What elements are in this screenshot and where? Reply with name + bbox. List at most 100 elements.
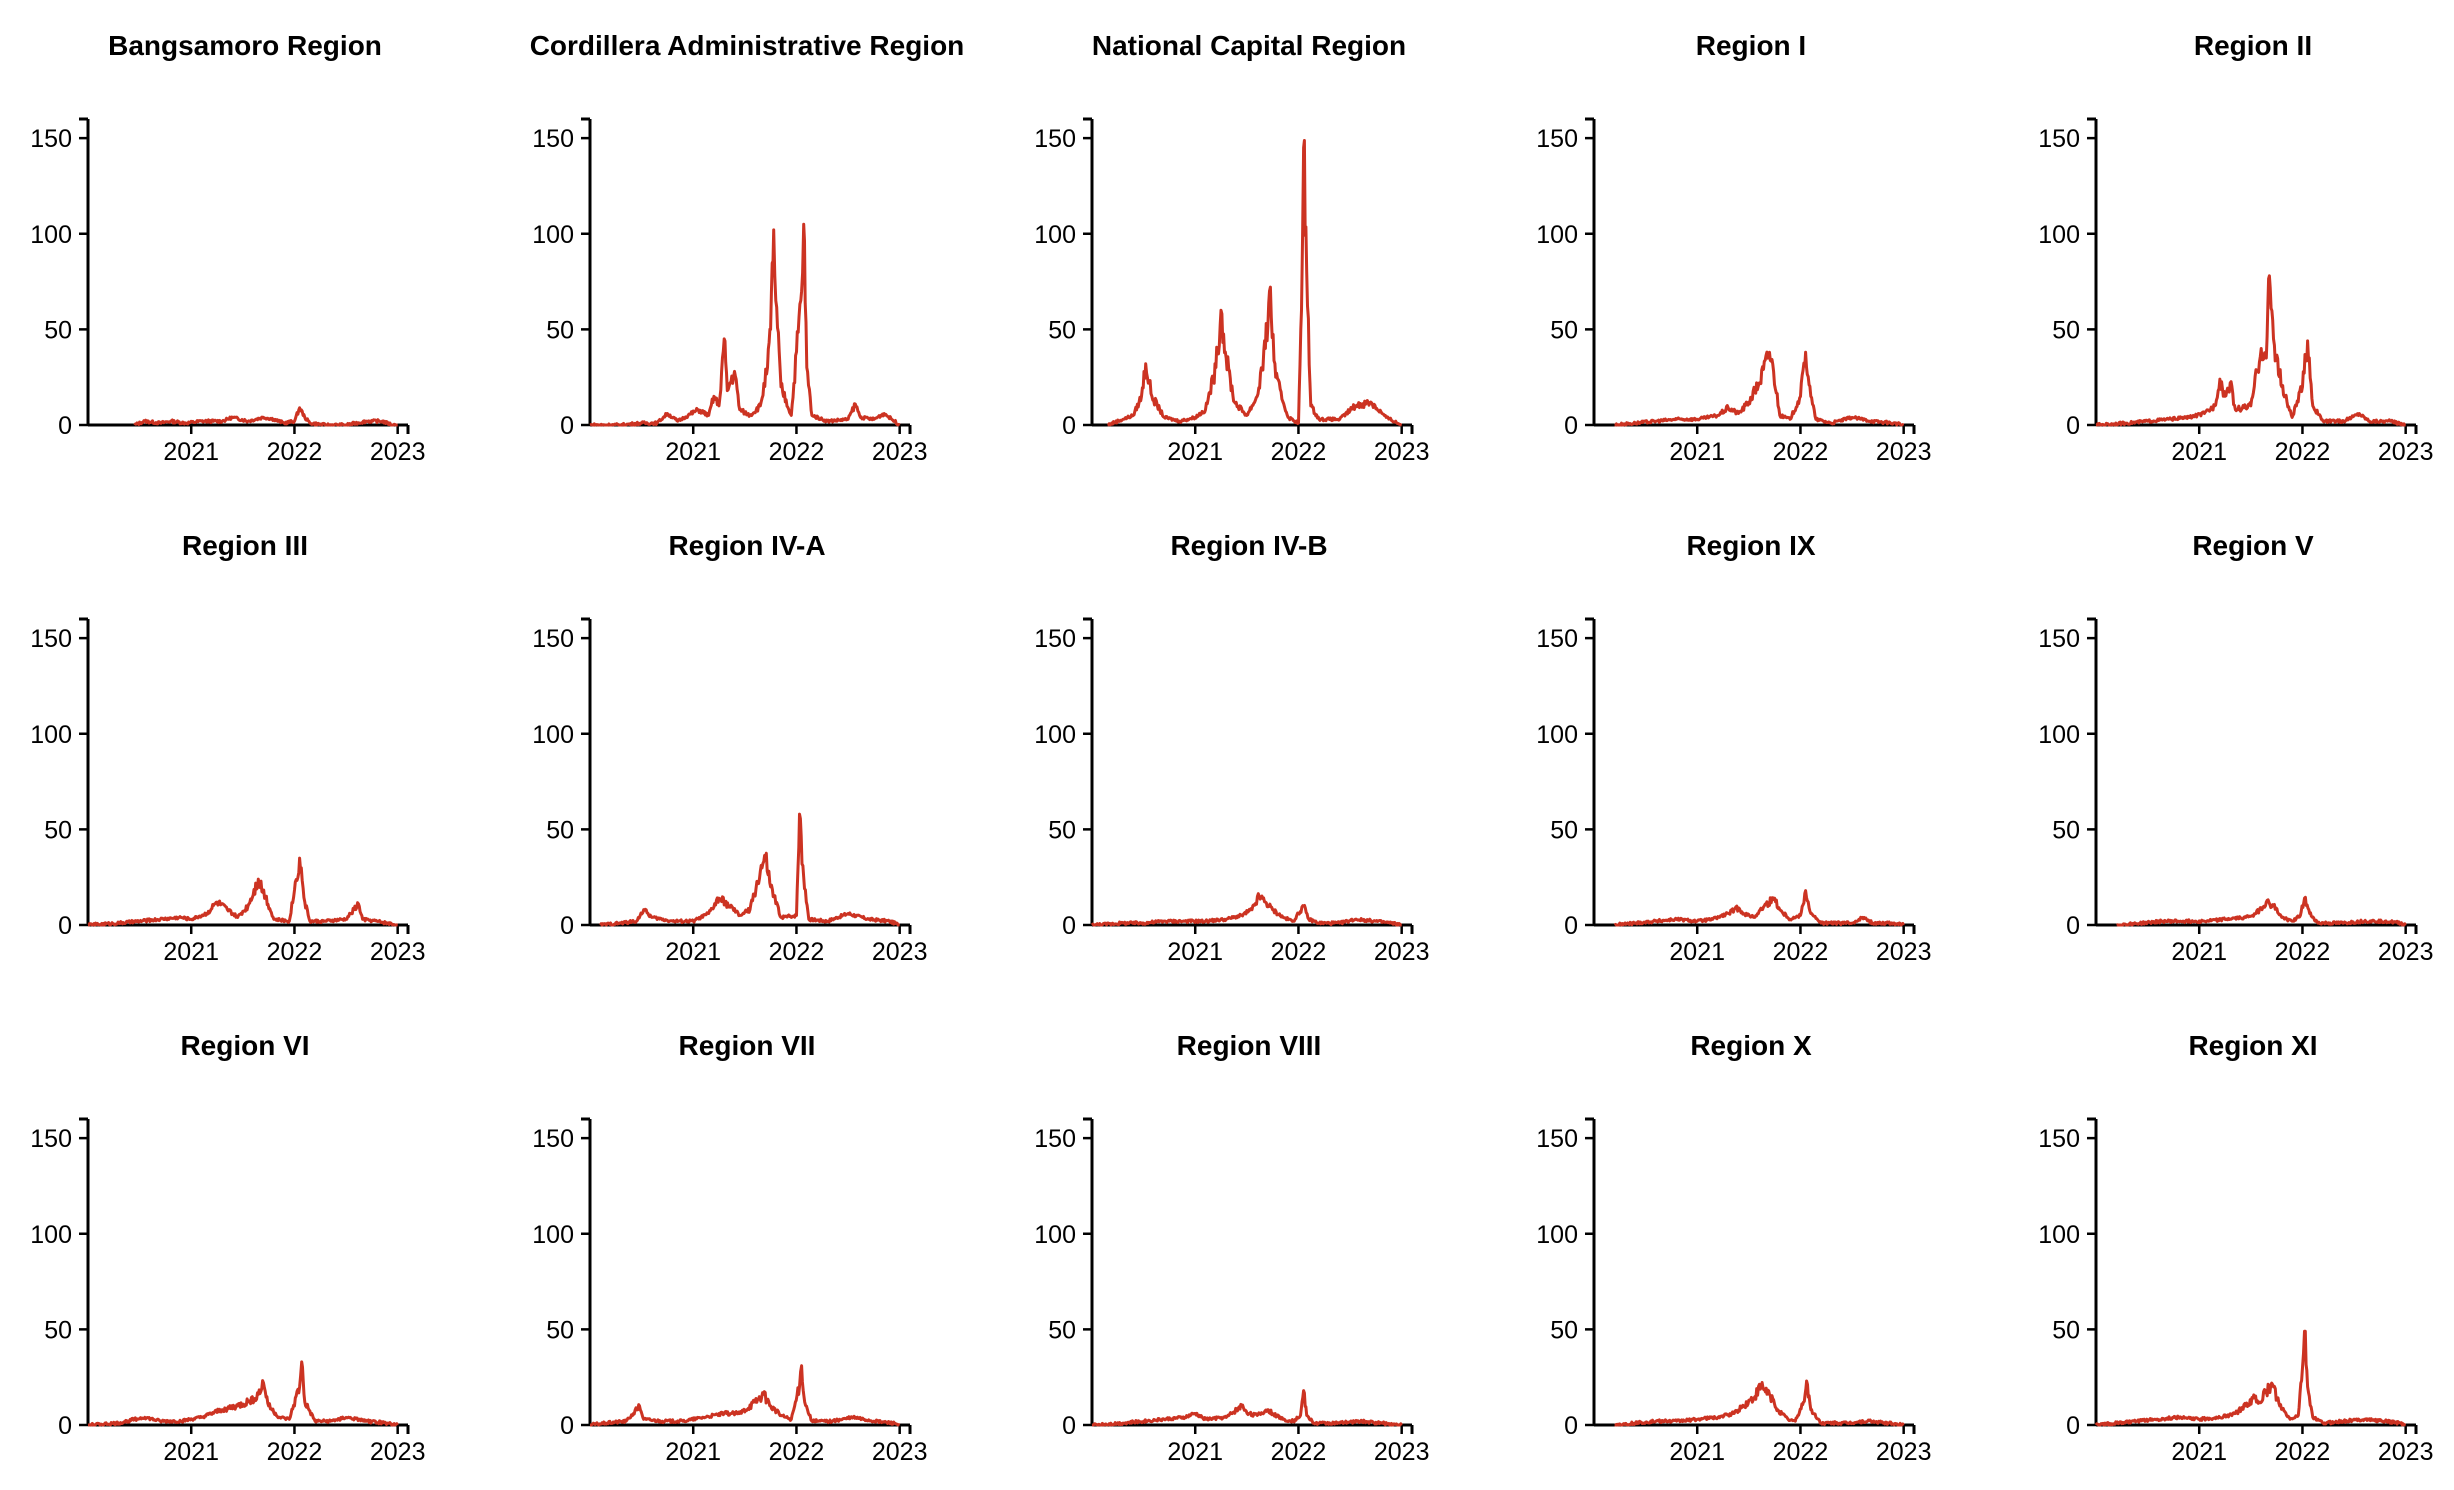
x-tick-label: 2021 xyxy=(1167,938,1223,966)
x-tick-label: 2021 xyxy=(1669,938,1725,966)
panel-plot: 0 50 100 150 2021 2022 2023 xyxy=(532,1117,928,1466)
series-line xyxy=(133,406,399,427)
y-tick-label: 100 xyxy=(1536,721,1578,749)
y-tick-label: 50 xyxy=(1048,316,1076,344)
panel-title: Region XI xyxy=(2188,1030,2318,1061)
panel-title: National Capital Region xyxy=(1091,30,1407,61)
x-tick-label: 2022 xyxy=(2275,938,2331,966)
y-tick-label: 0 xyxy=(560,912,574,940)
y-tick-label: 100 xyxy=(1034,221,1076,249)
x-tick-label: 2023 xyxy=(872,438,928,466)
series-line xyxy=(2095,274,2407,427)
y-tick-label: 150 xyxy=(1034,625,1076,653)
chart-panel: National Capital Region 0 50 100 150 2021 2022… xyxy=(1004,6,1494,486)
panel-plot: 0 50 100 150 2021 2022 2023 xyxy=(30,1117,426,1466)
series-line xyxy=(1614,350,1905,427)
y-tick-label: 150 xyxy=(532,625,574,653)
y-tick-label: 50 xyxy=(44,1316,72,1344)
y-tick-label: 50 xyxy=(44,816,72,844)
x-tick-label: 2021 xyxy=(2171,938,2227,966)
x-tick-label: 2021 xyxy=(163,1438,219,1466)
chart-panel: Region VI 0 50 100 150 2021 2022 2023 xyxy=(0,1006,490,1486)
y-tick-label: 100 xyxy=(532,221,574,249)
x-tick-label: 2021 xyxy=(163,438,219,466)
y-tick-label: 100 xyxy=(30,721,72,749)
y-tick-label: 150 xyxy=(1536,125,1578,153)
y-tick-label: 50 xyxy=(1048,816,1076,844)
y-tick-label: 150 xyxy=(532,125,574,153)
chart-panel: Region X 0 50 100 150 2021 2022 2023 xyxy=(1506,1006,1996,1486)
chart-panel: Region VII 0 50 100 150 2021 2022 2023 xyxy=(502,1006,992,1486)
panel-title: Region VII xyxy=(678,1030,816,1061)
y-tick-label: 0 xyxy=(2066,412,2080,440)
panel-plot: 0 50 100 150 2021 2022 2023 xyxy=(1034,117,1430,466)
x-tick-label: 2023 xyxy=(2378,1438,2434,1466)
x-tick-label: 2023 xyxy=(872,938,928,966)
panel-plot: 0 50 100 150 2021 2022 2023 xyxy=(1034,617,1430,966)
y-tick-label: 0 xyxy=(1062,1412,1076,1440)
x-tick-label: 2023 xyxy=(370,938,426,966)
y-tick-label: 50 xyxy=(546,816,574,844)
y-tick-label: 100 xyxy=(1536,221,1578,249)
panel-title: Region IX xyxy=(1686,530,1816,561)
x-tick-label: 2022 xyxy=(2275,438,2331,466)
y-tick-label: 150 xyxy=(2038,125,2080,153)
y-tick-label: 150 xyxy=(2038,625,2080,653)
panel-plot: 0 50 100 150 2021 2022 2023 xyxy=(532,617,928,966)
x-tick-label: 2021 xyxy=(665,438,721,466)
y-tick-label: 0 xyxy=(2066,912,2080,940)
x-tick-label: 2021 xyxy=(1669,438,1725,466)
y-tick-label: 100 xyxy=(2038,721,2080,749)
panel-plot: 0 50 100 150 2021 2022 2023 xyxy=(1034,1117,1429,1466)
series-line xyxy=(1614,1379,1905,1427)
chart-panel: Region IX 0 50 100 150 2021 2022 2023 xyxy=(1506,506,1996,986)
chart-panel: Region V 0 50 100 150 2021 2022 2023 xyxy=(2008,506,2454,986)
panel-plot: 0 50 100 150 2021 2022 2023 xyxy=(30,617,426,966)
x-tick-label: 2022 xyxy=(1271,938,1327,966)
x-tick-label: 2023 xyxy=(370,1438,426,1466)
y-tick-label: 0 xyxy=(1564,912,1578,940)
series-line xyxy=(599,812,901,927)
series-line xyxy=(2094,1329,2407,1427)
x-tick-label: 2022 xyxy=(267,938,323,966)
x-tick-label: 2023 xyxy=(1374,438,1430,466)
y-tick-label: 100 xyxy=(30,1221,72,1249)
panel-title: Region X xyxy=(1690,1030,1812,1061)
x-tick-label: 2023 xyxy=(1374,938,1430,966)
series-line xyxy=(1091,1389,1403,1427)
panel-plot: 0 50 100 150 2021 2022 2023 xyxy=(30,117,426,466)
panel-plot: 0 50 100 150 2021 2022 2023 xyxy=(2038,1117,2434,1466)
y-tick-label: 150 xyxy=(1536,1125,1578,1153)
series-line xyxy=(589,222,901,427)
x-tick-label: 2023 xyxy=(1876,938,1932,966)
y-tick-label: 50 xyxy=(44,316,72,344)
y-tick-label: 0 xyxy=(58,912,72,940)
x-tick-label: 2022 xyxy=(1773,438,1829,466)
x-tick-label: 2022 xyxy=(1773,1438,1829,1466)
x-tick-label: 2022 xyxy=(267,438,323,466)
x-tick-label: 2023 xyxy=(370,438,426,466)
panel-plot: 0 50 100 150 2021 2022 2023 xyxy=(2038,617,2433,966)
series-line xyxy=(589,1364,901,1427)
x-tick-label: 2022 xyxy=(2275,1438,2331,1466)
x-tick-label: 2022 xyxy=(1773,938,1829,966)
series-line xyxy=(1613,889,1905,927)
panel-title: Region II xyxy=(2193,30,2313,61)
series-line xyxy=(1106,139,1403,427)
panel-plot: 0 50 100 150 2021 2022 2023 xyxy=(532,117,928,466)
chart-panel: Region VIII 0 50 100 150 2021 2022 2023 xyxy=(1004,1006,1494,1486)
y-tick-label: 0 xyxy=(58,1412,72,1440)
x-tick-label: 2023 xyxy=(1876,1438,1932,1466)
x-tick-label: 2023 xyxy=(2378,438,2434,466)
x-tick-label: 2021 xyxy=(1167,1438,1223,1466)
x-tick-label: 2023 xyxy=(872,1438,928,1466)
y-tick-label: 100 xyxy=(532,1221,574,1249)
x-tick-label: 2021 xyxy=(2171,1438,2227,1466)
x-tick-label: 2021 xyxy=(163,938,219,966)
chart-panel: Region IV-B 0 50 100 150 2021 2022 2023 xyxy=(1004,506,1494,986)
y-tick-label: 100 xyxy=(1536,1221,1578,1249)
y-tick-label: 50 xyxy=(2052,816,2080,844)
series-line xyxy=(2116,895,2407,927)
panel-plot: 0 50 100 150 2021 2022 2023 xyxy=(1536,1117,1932,1466)
